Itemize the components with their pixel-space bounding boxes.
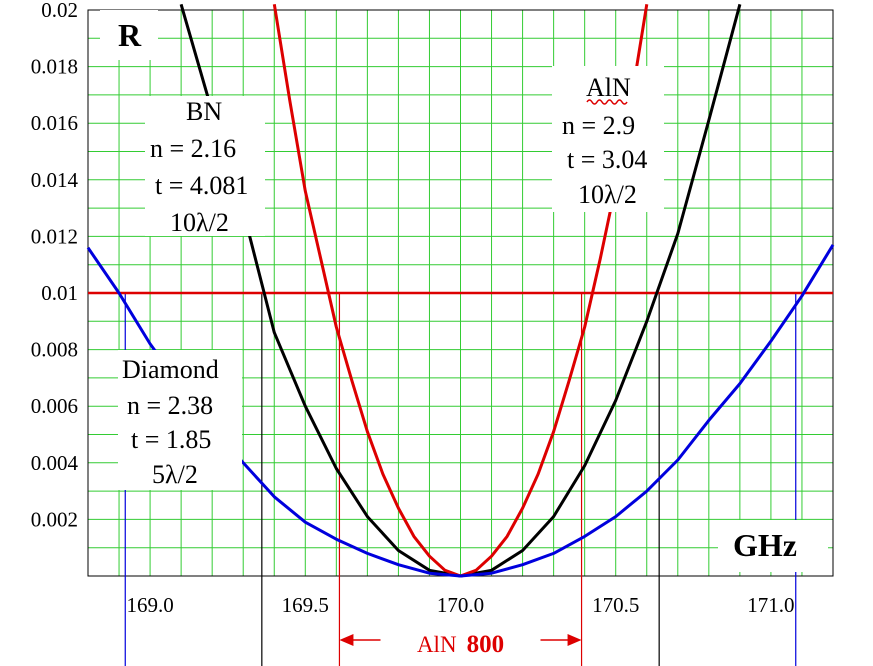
annotation-aln-line2: n = 2.9 <box>562 111 635 140</box>
bandwidth-label-value: 800 <box>467 631 505 658</box>
bandwidth-label: AlN 800 <box>417 631 504 658</box>
annotation-bn-box <box>145 96 265 236</box>
annotation-bn-line4: 10λ/2 <box>170 208 229 237</box>
ylabel-box <box>100 10 158 60</box>
tick-labels: 0.002 0.004 0.006 0.008 0.01 0.012 0.014 0.016 0… <box>31 0 795 617</box>
y-tick-label: 0.002 <box>31 507 78 531</box>
y-tick-label: 0.01 <box>41 281 78 305</box>
annotation-diamond-line2: n = 2.38 <box>127 391 213 420</box>
x-tick-label: 171.0 <box>747 593 794 617</box>
annotation-bn-line2: n = 2.16 <box>150 134 236 163</box>
spellcheck-underline-icon <box>586 99 628 105</box>
y-tick-label: 0.008 <box>31 338 78 362</box>
x-tick-label: 170.5 <box>592 593 639 617</box>
annotation-diamond-line4: 5λ/2 <box>152 460 198 489</box>
ylabel: R <box>118 17 142 53</box>
y-tick-label: 0.018 <box>31 55 78 79</box>
x-tick-label: 169.0 <box>126 593 173 617</box>
y-tick-label: 0.012 <box>31 224 78 248</box>
y-tick-label: 0.016 <box>31 111 78 135</box>
x-tick-label: 169.5 <box>282 593 329 617</box>
annotation-bn: BN n = 2.16 t = 4.081 10λ/2 <box>145 96 265 237</box>
xlabel-box <box>718 520 828 572</box>
annotation-bn-line3: t = 4.081 <box>155 171 248 200</box>
annotation-aln-line4: 10λ/2 <box>578 180 637 209</box>
bandwidth-annotation: AlN 800 <box>339 631 582 658</box>
annotation-aln-box <box>552 66 664 212</box>
xlabel: GHz <box>733 527 797 563</box>
annotation-aln: AlN n = 2.9 t = 3.04 10λ/2 <box>552 66 664 212</box>
annotation-bn-line1: BN <box>186 97 222 126</box>
y-tick-label: 0.02 <box>41 0 78 22</box>
annotation-aln-line1: AlN <box>586 73 631 102</box>
x-tick-label: 170.0 <box>437 593 484 617</box>
y-tick-label: 0.006 <box>31 394 78 418</box>
annotation-diamond-line1: Diamond <box>122 355 219 384</box>
y-tick-label: 0.014 <box>31 168 79 192</box>
annotation-diamond-box <box>118 350 242 490</box>
annotation-diamond: Diamond n = 2.38 t = 1.85 5λ/2 <box>118 350 242 490</box>
y-tick-label: 0.004 <box>31 451 79 475</box>
arrow-right-icon <box>567 634 582 646</box>
annotation-aln-line3: t = 3.04 <box>567 145 647 174</box>
annotation-diamond-line3: t = 1.85 <box>131 425 211 454</box>
arrow-left-icon <box>339 634 354 646</box>
bandwidth-label-name: AlN <box>417 632 457 657</box>
